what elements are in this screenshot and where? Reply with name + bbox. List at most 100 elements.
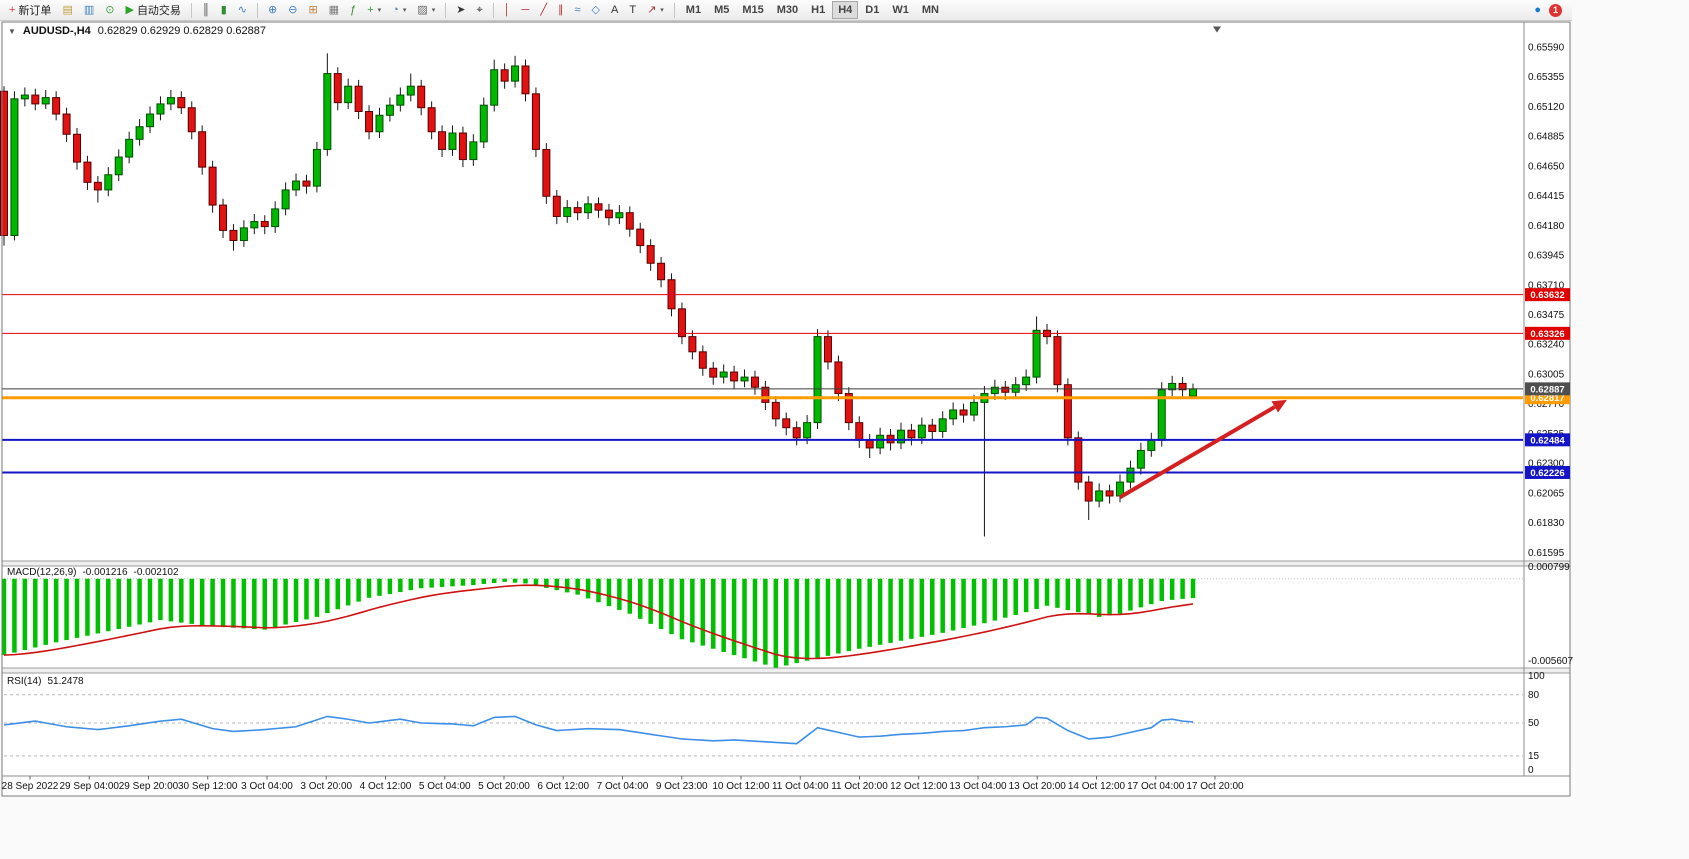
horizontal-line-button[interactable]: ─ [517,1,535,19]
arrow-objects-icon: ↗ [647,3,657,16]
autotrading-button[interactable]: ▶ 自动交易 [120,1,185,19]
candle-body [792,427,801,439]
new-chart-button[interactable]: + ▾ [362,1,386,19]
candle-body [229,229,238,242]
candle-body [594,203,603,211]
candle-body [1084,481,1093,502]
candle-body [41,97,50,105]
candle-body [438,131,447,150]
timeframe-M1-button[interactable]: M1 [680,1,707,19]
svg-text:0.64180: 0.64180 [1528,221,1565,232]
rsi-name: RSI(14) [7,676,42,687]
text-button[interactable]: A [606,1,623,19]
zoom-out-button[interactable]: ⊖ [283,1,302,19]
svg-text:0.61830: 0.61830 [1528,518,1565,529]
trendline-button[interactable]: ╱ [535,1,552,19]
vertical-line-button[interactable]: │ [499,1,516,19]
candle-body [688,336,697,353]
tile-windows-icon: ⊞ [308,3,318,16]
candle-body [615,212,624,219]
candle-body [740,376,749,382]
candle-body [292,180,301,191]
templates-button[interactable]: ▨ ▾ [412,1,440,19]
candle-body [469,141,478,161]
candle-body [1136,449,1145,469]
data-window-button[interactable]: ⊙ [100,1,119,19]
trend-arrow-object[interactable] [1119,399,1287,499]
candle-body [907,429,916,439]
channel-button[interactable]: ∥ [553,1,569,19]
svg-text:28 Sep 2022: 28 Sep 2022 [2,781,59,792]
auto-arrange-button[interactable]: ▦ [324,1,344,19]
fibonacci-button[interactable]: ≈ [569,1,585,19]
candle-body [427,107,436,133]
svg-text:0.62817: 0.62817 [1530,393,1564,404]
shapes-button[interactable]: ◇ [587,1,605,19]
svg-text:0: 0 [1528,765,1534,776]
svg-text:14 Oct 12:00: 14 Oct 12:00 [1068,781,1126,792]
line-chart-button[interactable]: ∿ [233,1,252,19]
rsi-level-lines [4,694,1523,757]
chart-window-background [2,22,1570,796]
candle-body [584,203,593,214]
candle-body [719,371,728,378]
macd-name: MACD(12,26,9) [7,567,77,578]
market-watch-button[interactable]: ▥ [79,1,99,19]
candle-body [10,98,19,236]
timeframe-M30-button[interactable]: M30 [771,1,804,19]
candle-body [896,429,905,444]
svg-text:0.63945: 0.63945 [1528,251,1565,262]
arrows-button[interactable]: ↗ ▾ [642,1,669,19]
crosshair-button[interactable]: ⌖ [471,1,487,19]
timeframe-M15-button[interactable]: M15 [736,1,769,19]
data-window-icon: ⊙ [105,3,115,16]
dropdown-caret-icon: ▾ [431,7,436,14]
vertical-line-icon: │ [503,3,511,16]
trendline-icon: ╱ [540,3,547,16]
tile-windows-button[interactable]: ⊞ [303,1,322,19]
candlestick-icon: ▮ [220,3,227,16]
svg-text:29 Sep 04:00: 29 Sep 04:00 [60,781,120,792]
zoom-in-button[interactable]: ⊕ [263,1,282,19]
timeframe-D1-button[interactable]: D1 [859,1,885,19]
rsi-axis: 100 80 50 15 0 [1528,671,1545,776]
svg-text:80: 80 [1528,690,1540,701]
candle-body [490,69,499,106]
candle-body [166,97,175,105]
periods-button[interactable]: ◔ ▾ [387,1,411,19]
candle-body [657,262,666,281]
candle-body [834,361,843,395]
candlestick-chart-button[interactable]: ▮ [216,1,232,19]
label-button[interactable]: T [624,1,641,19]
panel-divider[interactable] [2,668,1570,673]
time-axis[interactable]: 28 Sep 2022 29 Sep 04:00 29 Sep 20:00 30 Se… [2,776,1244,792]
candle-body [20,94,29,100]
new-order-button[interactable]: + 新订单 [4,1,56,19]
svg-text:3 Oct 04:00: 3 Oct 04:00 [241,781,293,792]
cursor-button[interactable]: ➤ [451,1,470,19]
notification-badge[interactable]: 1 [1549,3,1562,17]
timeframe-M5-button[interactable]: M5 [708,1,735,19]
chart-ohlc-values: 0.62829 0.62929 0.62829 0.62887 [97,25,266,37]
chart-shift-marker[interactable] [1213,26,1221,33]
candle-body [250,221,259,229]
timeframe-W1-button[interactable]: W1 [886,1,915,19]
timeframe-H4-button[interactable]: H4 [832,1,859,19]
one-click-trading-toggle[interactable]: ▼ [8,26,16,36]
svg-text:0.62226: 0.62226 [1530,468,1564,479]
candle-body [1105,490,1114,497]
timeframe-H1-button[interactable]: H1 [805,1,831,19]
toolbar-separator [190,2,192,18]
panel-divider[interactable] [2,561,1570,566]
bar-chart-button[interactable]: ║ [197,1,215,19]
indicators-button[interactable]: ƒ [345,1,361,19]
community-button[interactable]: ● [1529,1,1546,19]
timeframe-MN-button[interactable]: MN [916,1,945,19]
candle-body [573,207,582,214]
charts-profile-button[interactable]: ▤ [57,1,77,19]
zoom-in-icon: ⊕ [268,3,278,16]
svg-text:0.63632: 0.63632 [1530,290,1564,301]
candle-body [208,166,217,206]
svg-text:29 Sep 20:00: 29 Sep 20:00 [119,781,179,792]
